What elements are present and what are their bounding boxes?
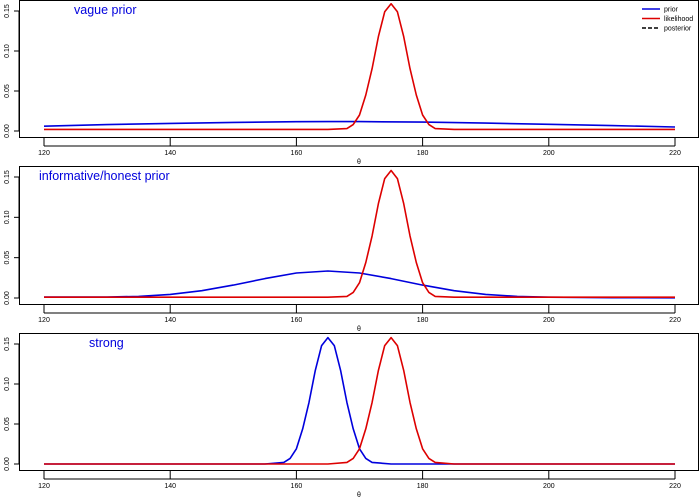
series-likelihood-line	[44, 2, 675, 131]
panel-title: informative/honest prior	[39, 169, 170, 183]
x-tick-label: 120	[38, 150, 50, 157]
series-prior-line	[44, 336, 675, 465]
chart-panel-1: 120 140 160 180 200 220 θ 0.00 0.05 0.10 0.15 vague…	[4, 0, 699, 166]
x-tick-label: 140	[164, 483, 176, 490]
panel-title: vague prior	[74, 3, 137, 17]
x-tick-label: 140	[164, 150, 176, 157]
legend-label-posterior: posterior	[664, 26, 692, 33]
chart-panel-2: 120 140 160 180 200 220 θ 0.00 0.05 0.10 0.15 infor…	[4, 166, 699, 333]
x-tick-label: 220	[669, 150, 681, 157]
y-tick-label: 0.05	[4, 84, 11, 98]
y-tick-label: 0.15	[4, 170, 11, 184]
legend-label-likelihood: likelihood	[664, 16, 693, 23]
x-tick-label: 200	[543, 317, 555, 324]
x-tick-label: 200	[543, 483, 555, 490]
series-prior-line	[44, 270, 676, 299]
y-tick-label: 0.10	[4, 44, 11, 58]
y-tick-label: 0.10	[4, 210, 11, 224]
y-tick-label: 0.15	[4, 4, 11, 18]
x-tick-label: 180	[417, 317, 429, 324]
x-tick-label: 180	[417, 483, 429, 490]
legend-label-prior: prior	[664, 7, 679, 14]
y-tick-label: 0.05	[4, 251, 11, 265]
panel-title: strong	[89, 336, 124, 350]
chart-panel-3: 120 140 160 180 200 220 θ 0.00 0.05 0.10 0.15 stron…	[4, 333, 699, 499]
x-tick-label: 160	[291, 483, 303, 490]
x-tick-label: 160	[291, 150, 303, 157]
y-tick-label: 0.00	[4, 124, 11, 138]
x-tick-label: 220	[669, 317, 681, 324]
x-tick-label: 200	[543, 150, 555, 157]
series-likelihood-line	[44, 336, 675, 465]
x-tick-label: 140	[164, 317, 176, 324]
y-tick-label: 0.15	[4, 337, 11, 351]
legend: prior likelihood posterior	[642, 7, 693, 33]
y-tick-label: 0.00	[4, 291, 11, 305]
x-axis-label: θ	[357, 492, 361, 499]
x-tick-label: 180	[417, 150, 429, 157]
x-axis-label: θ	[357, 159, 361, 166]
series-likelihood-line	[44, 169, 675, 299]
x-tick-label: 120	[38, 317, 50, 324]
series-prior-line	[43, 120, 676, 128]
y-tick-label: 0.10	[4, 377, 11, 391]
x-axis-label: θ	[357, 326, 361, 333]
y-tick-label: 0.00	[4, 457, 11, 471]
x-tick-label: 160	[291, 317, 303, 324]
x-tick-label: 120	[38, 483, 50, 490]
y-tick-label: 0.05	[4, 417, 11, 431]
x-tick-label: 220	[669, 483, 681, 490]
